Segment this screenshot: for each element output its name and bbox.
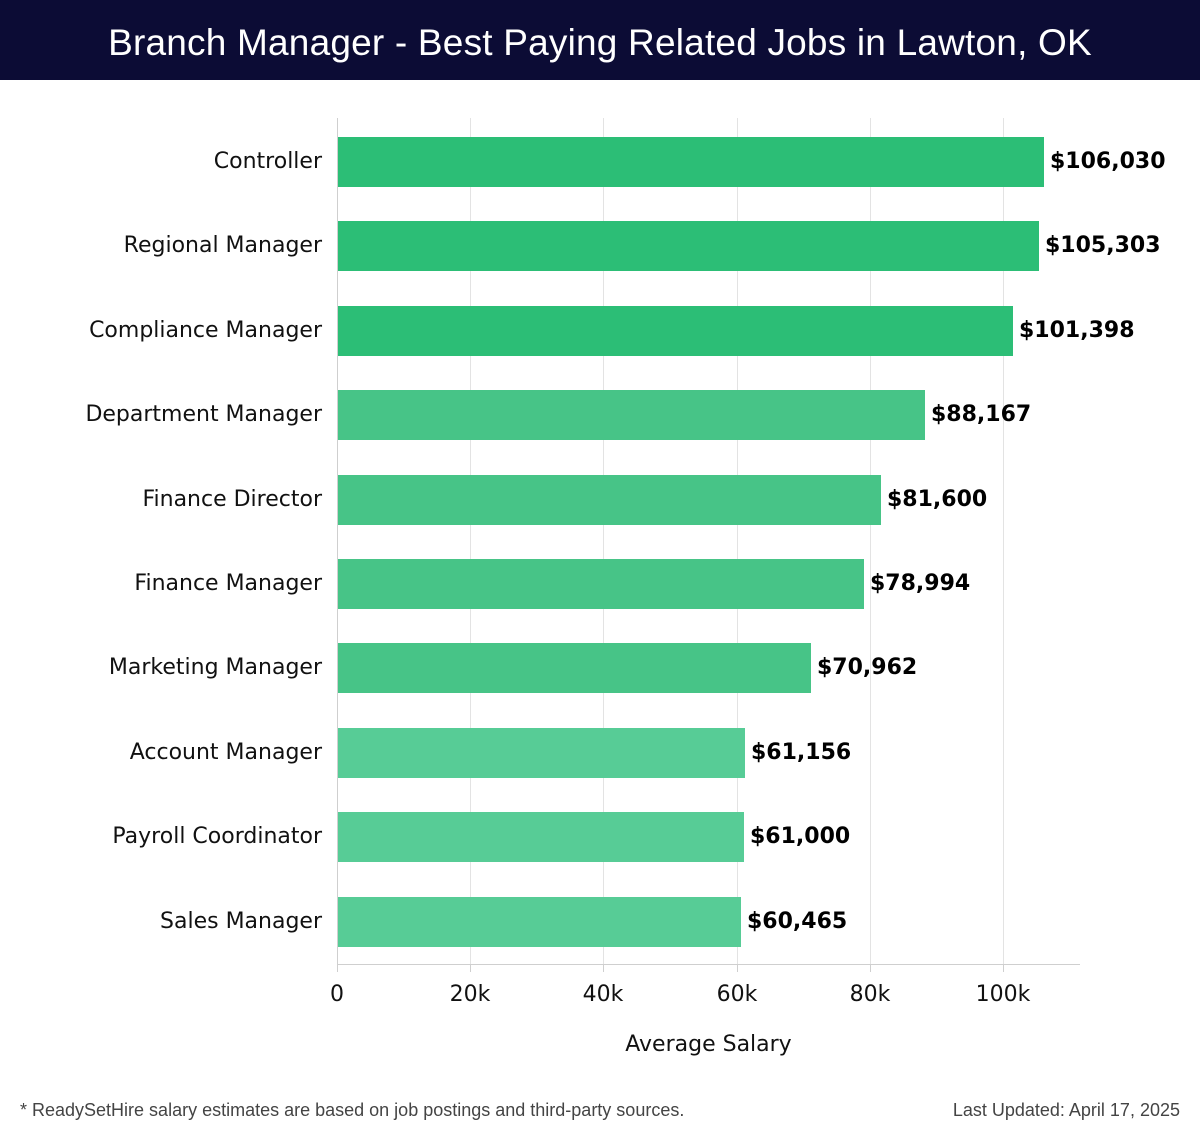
bar[interactable] [338, 896, 741, 947]
category-label: Controller [213, 149, 322, 174]
bar-value-label: $61,000 [750, 824, 851, 850]
bar-value-label: $70,962 [817, 655, 918, 681]
x-tick [337, 964, 338, 972]
category-label: Account Manager [129, 739, 322, 765]
x-tick [737, 964, 738, 972]
x-tick [870, 964, 871, 972]
bar[interactable] [338, 643, 811, 694]
category-label: Finance Manager [134, 571, 322, 596]
x-tick-label: 100k [975, 982, 1031, 1007]
bar-value-label: $81,600 [887, 486, 988, 512]
x-tick [603, 964, 604, 972]
gridline [870, 118, 871, 964]
x-tick [470, 964, 471, 972]
plot-area: 0 20k 40k 60k 80k 100k $106,030 $105,303 $101,39… [330, 118, 1166, 1007]
category-label: Compliance Manager [89, 317, 322, 343]
last-updated: Last Updated: April 17, 2025 [952, 1100, 1180, 1120]
gridline [470, 118, 471, 964]
category-label: Sales Manager [160, 908, 322, 934]
bar[interactable] [338, 221, 1039, 272]
bar[interactable] [338, 812, 744, 863]
x-tick [1003, 964, 1004, 972]
category-label: Department Manager [85, 402, 322, 428]
footnote: * ReadySetHire salary estimates are base… [20, 1100, 685, 1120]
x-tick-label: 40k [582, 982, 624, 1007]
bar-value-label: $61,156 [751, 739, 852, 765]
x-tick-label: 0 [330, 982, 344, 1007]
x-tick-label: 60k [716, 982, 758, 1007]
category-label: Marketing Manager [108, 655, 322, 681]
category-label: Finance Director [142, 486, 322, 512]
bar[interactable] [338, 137, 1044, 187]
bar[interactable] [338, 390, 925, 441]
gridline [1003, 118, 1004, 964]
x-tick-label: 20k [449, 982, 491, 1007]
bar[interactable] [338, 305, 1013, 356]
gridline [737, 118, 738, 964]
gridline [603, 118, 604, 964]
bar-value-label: $105,303 [1045, 233, 1161, 259]
bar-value-label: $60,465 [747, 908, 848, 934]
y-axis-line [337, 118, 338, 972]
chart-title: Branch Manager - Best Paying Related Job… [108, 22, 1092, 63]
x-tick-label: 80k [849, 982, 891, 1007]
category-label: Regional Manager [123, 233, 322, 259]
x-axis-line [337, 964, 1080, 965]
bar-value-label: $88,167 [931, 402, 1032, 428]
chart-header: Branch Manager - Best Paying Related Job… [0, 0, 1200, 80]
bar-value-label: $101,398 [1019, 317, 1135, 343]
bar[interactable] [338, 474, 881, 525]
bar[interactable] [338, 727, 745, 778]
bar-value-label: $78,994 [870, 571, 971, 596]
bar-value-label: $106,030 [1050, 149, 1166, 174]
bar[interactable] [338, 559, 864, 609]
category-label: Payroll Coordinator [112, 824, 322, 850]
x-axis-label: Average Salary [625, 1032, 792, 1057]
